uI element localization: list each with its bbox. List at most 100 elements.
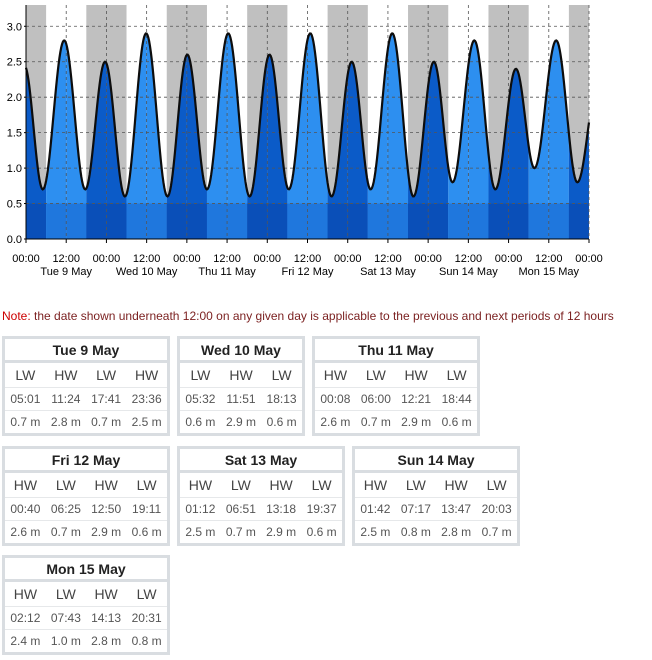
- tide-time-cell: 06:00: [355, 387, 396, 411]
- tide-height-cell: 2.6 m: [3, 520, 46, 545]
- x-tick-label: 12:00: [455, 253, 483, 265]
- tide-height-cell: 0.7 m: [85, 410, 127, 435]
- day-label: Mon 15 May: [519, 266, 580, 278]
- low-water-fill: [307, 203, 328, 239]
- tide-height-cell: 0.7 m: [220, 520, 261, 545]
- tide-type-cell: HW: [178, 471, 221, 498]
- low-water-fill: [186, 203, 207, 239]
- day-label: Thu 11 May: [198, 266, 256, 278]
- y-tick-label: 3.0: [7, 21, 22, 33]
- table-day-heading: Thu 11 May: [313, 337, 479, 363]
- tide-time-cell: 18:44: [436, 387, 479, 411]
- low-water-fill: [568, 203, 589, 239]
- x-tick-label: 00:00: [495, 253, 523, 265]
- low-water-fill: [146, 203, 167, 239]
- table-row: HW LW HW LW: [353, 471, 519, 498]
- table-row: 0.6 m 2.9 m 0.6 m: [178, 410, 304, 435]
- tide-type-cell: LW: [476, 471, 519, 498]
- table-row: 01:42 07:17 13:47 20:03: [353, 497, 519, 521]
- table-row: 0.7 m 2.8 m 0.7 m 2.5 m: [3, 410, 169, 435]
- low-water-fill: [227, 203, 248, 239]
- day-label: Sat 13 May: [360, 266, 416, 278]
- tide-time-cell: 01:12: [178, 497, 221, 521]
- tide-time-cell: 13:18: [260, 497, 302, 521]
- tide-time-cell: 12:21: [395, 387, 437, 411]
- low-water-fill: [528, 203, 549, 239]
- tide-type-cell: LW: [436, 361, 479, 388]
- low-water-fill: [166, 203, 187, 239]
- table-row: 02:12 07:43 14:13 20:31: [3, 606, 169, 630]
- tide-type-cell: LW: [301, 471, 344, 498]
- y-tick-label: 0.0: [7, 234, 22, 246]
- table-day-heading: Fri 12 May: [3, 447, 169, 473]
- x-tick-label: 12:00: [52, 253, 80, 265]
- tide-table-1: Tue 9 May LW HW LW HW 05:01 11:24 17:41 23:36 0.7…: [2, 336, 170, 436]
- x-tick-label: 12:00: [213, 253, 241, 265]
- tide-type-cell: HW: [220, 361, 262, 388]
- low-water-fill: [206, 203, 228, 239]
- y-tick-label: 1.5: [7, 128, 22, 140]
- table-row: HW LW HW LW: [3, 471, 169, 498]
- y-tick-label: 1.0: [7, 163, 22, 175]
- tide-height-cell: 2.8 m: [45, 410, 86, 435]
- low-water-fill: [387, 203, 409, 239]
- y-tick-label: 0.5: [7, 199, 22, 211]
- x-tick-label: 00:00: [254, 253, 282, 265]
- low-water-fill: [508, 203, 529, 239]
- tide-time-cell: 19:37: [301, 497, 344, 521]
- tide-time-cell: 02:12: [3, 606, 46, 630]
- low-water-fill: [367, 203, 388, 239]
- table-day-heading: Sat 13 May: [178, 447, 344, 473]
- table-row: HW LW HW LW: [178, 471, 344, 498]
- tide-type-cell: LW: [395, 471, 436, 498]
- tide-table-6: Sun 14 May HW LW HW LW 01:42 07:17 13:47 20:03 2.…: [352, 446, 520, 546]
- tide-time-cell: 06:51: [220, 497, 261, 521]
- table-row: 2.5 m 0.7 m 2.9 m 0.6 m: [178, 520, 344, 545]
- tide-time-cell: 12:50: [86, 497, 127, 521]
- table-row: 01:12 06:51 13:18 19:37: [178, 497, 344, 521]
- tide-type-cell: HW: [86, 471, 127, 498]
- tide-type-cell: HW: [3, 471, 46, 498]
- tide-height-cell: 0.6 m: [261, 410, 304, 435]
- note-label: Note:: [2, 309, 31, 323]
- tide-type-cell: LW: [261, 361, 304, 388]
- tide-time-cell: 14:13: [85, 606, 127, 630]
- tide-height-cell: 0.6 m: [301, 520, 344, 545]
- table-row: 00:40 06:25 12:50 19:11: [3, 497, 169, 521]
- tide-height-cell: 2.9 m: [86, 520, 127, 545]
- tide-time-cell: 20:03: [476, 497, 519, 521]
- tide-type-cell: HW: [85, 580, 127, 607]
- low-water-fill: [408, 203, 429, 239]
- low-water-fill: [287, 203, 308, 239]
- tide-chart: 0.0 0.5 1.0 1.5 2.0 2.5 3.0 00:00 12:00 00:00 12:0…: [7, 5, 603, 278]
- tide-type-cell: HW: [435, 471, 477, 498]
- table-row: HW LW HW LW: [3, 580, 169, 607]
- low-water-fill: [448, 203, 469, 239]
- x-tick-label: 00:00: [93, 253, 121, 265]
- tide-height-cell: 2.5 m: [126, 410, 169, 435]
- tide-time-cell: 00:08: [313, 387, 356, 411]
- tide-height-cell: 2.8 m: [435, 520, 477, 545]
- low-water-fill: [327, 203, 348, 239]
- tide-type-cell: LW: [178, 361, 221, 388]
- y-tick-label: 2.5: [7, 57, 22, 69]
- tide-type-cell: HW: [395, 361, 437, 388]
- table-row: 05:01 11:24 17:41 23:36: [3, 387, 169, 411]
- tide-time-cell: 07:43: [45, 606, 86, 630]
- tide-table-3: Thu 11 May HW LW HW LW 00:08 06:00 12:21 18:44 2.…: [312, 336, 480, 436]
- table-day-heading: Sun 14 May: [353, 447, 519, 473]
- tide-time-cell: 23:36: [126, 387, 169, 411]
- x-tick-label: 12:00: [535, 253, 563, 265]
- table-row: 2.4 m 1.0 m 2.8 m 0.8 m: [3, 629, 169, 654]
- y-tick-label: 2.0: [7, 92, 22, 104]
- tide-height-cell: 0.8 m: [126, 629, 169, 654]
- tide-table-2: Wed 10 May LW HW LW 05:32 11:51 18:13 0.6 m 2.9 …: [177, 336, 305, 436]
- day-label: Wed 10 May: [116, 266, 178, 278]
- table-row: LW HW LW HW: [3, 361, 169, 388]
- low-water-fill: [86, 203, 107, 239]
- tide-type-cell: LW: [3, 361, 46, 388]
- tide-type-cell: LW: [355, 361, 396, 388]
- tide-height-cell: 2.8 m: [85, 629, 127, 654]
- table-day-heading: Mon 15 May: [3, 556, 169, 582]
- low-water-fill: [267, 203, 288, 239]
